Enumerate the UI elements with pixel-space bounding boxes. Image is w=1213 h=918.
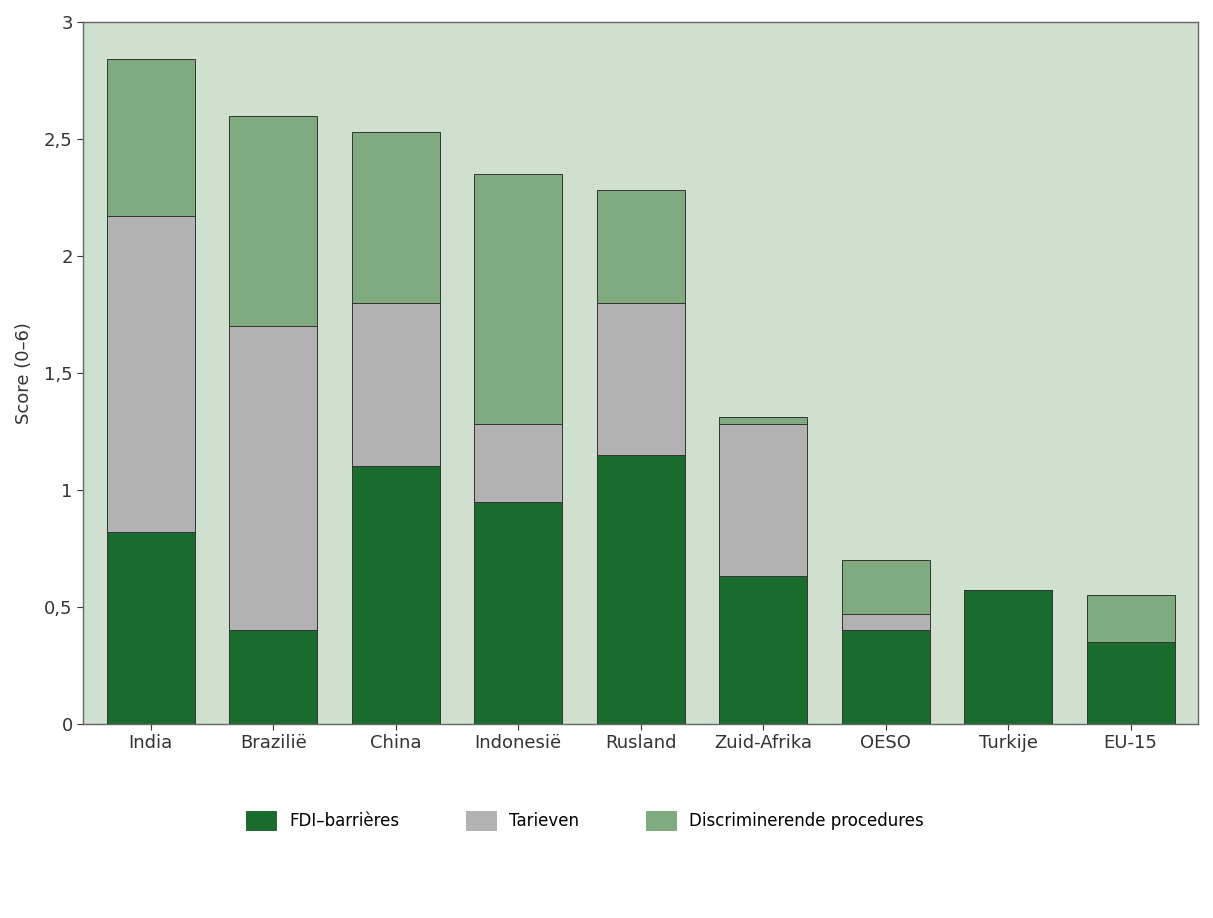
Bar [842, 560, 929, 614]
Bar [842, 614, 929, 631]
Bar [597, 454, 684, 723]
Bar [352, 303, 440, 466]
Bar [842, 631, 929, 723]
Bar [107, 532, 195, 723]
Bar [964, 590, 1052, 723]
Bar [229, 326, 318, 631]
Bar [719, 577, 807, 723]
Bar [474, 174, 563, 424]
Bar [1087, 595, 1174, 642]
Bar [352, 132, 440, 303]
Y-axis label: Score (0–6): Score (0–6) [15, 322, 33, 424]
Bar [597, 190, 684, 303]
Bar [229, 631, 318, 723]
Bar [352, 466, 440, 723]
Bar [719, 424, 807, 577]
Legend: FDI–barrières, Tarieven, Discriminerende procedures: FDI–barrières, Tarieven, Discriminerende… [238, 802, 933, 838]
Bar [474, 501, 563, 723]
Bar [107, 60, 195, 216]
Bar [1087, 642, 1174, 723]
Bar [597, 303, 684, 454]
Bar [229, 116, 318, 326]
Bar [474, 424, 563, 501]
Bar [719, 418, 807, 424]
Bar [107, 216, 195, 532]
